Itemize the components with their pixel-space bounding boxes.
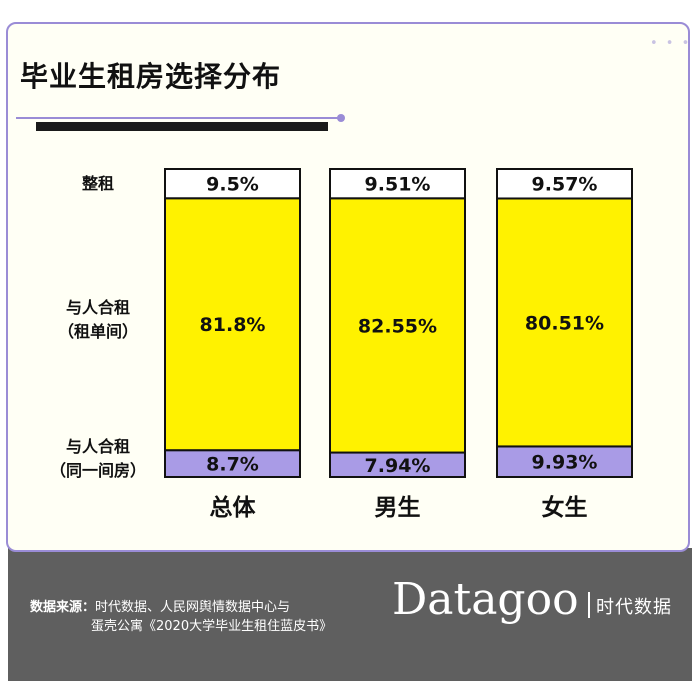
data-label-2-3: 80.51% <box>525 312 604 334</box>
data-label-3-2: 9.51% <box>365 174 431 196</box>
title-underline <box>16 117 338 119</box>
chart-title: 毕业生租房选择分布 <box>20 60 282 93</box>
row-label-shared-same-room: 与人合租 （同一间房） <box>49 437 146 480</box>
bar-segment-1-1 <box>164 449 301 479</box>
data-source-label: 数据来源： <box>30 600 96 615</box>
row-label-shared-single-room: 与人合租 （租单间） <box>57 298 138 341</box>
category-label-1: 总体 <box>210 494 257 521</box>
bar-segment-3-1 <box>164 168 301 200</box>
data-label-1-1: 8.7% <box>206 454 259 476</box>
bar-segment-2-1 <box>164 197 301 452</box>
data-label-1-3: 9.93% <box>532 452 598 474</box>
bar-segment-1-2 <box>329 451 466 479</box>
data-label-2-2: 82.55% <box>358 315 437 337</box>
data-label-1-2: 7.94% <box>365 455 431 477</box>
title-underbar <box>36 122 328 131</box>
brand-separator <box>588 592 590 618</box>
bar-segment-3-2 <box>329 168 466 200</box>
stacked-bar-chart: 8.7% 81.8% 9.5% 总体 7.94% 82.55% 9.51% 男生 9.93% 80… <box>164 168 633 521</box>
brand-logo: Datagoo <box>392 574 579 625</box>
data-source-line1: 时代数据、人民网舆情数据中心与 <box>95 600 291 615</box>
data-label-2-1: 81.8% <box>200 314 266 336</box>
decorative-dots: • • • <box>650 36 692 51</box>
bar-segment-1-3 <box>496 445 633 479</box>
title-underline-dot <box>337 114 345 122</box>
brand-name-cn: 时代数据 <box>596 597 672 618</box>
category-label-3: 女生 <box>542 494 588 521</box>
data-source-line2: 蛋壳公寓《2020大学毕业生租住蓝皮书》 <box>91 619 333 634</box>
data-source: 数据来源：时代数据、人民网舆情数据中心与 蛋壳公寓《2020大学毕业生租住蓝皮书… <box>30 598 370 636</box>
row-label-whole-rent: 整租 <box>81 174 114 193</box>
bar-segment-2-3 <box>496 197 633 448</box>
bar-segment-3-3 <box>496 168 633 200</box>
data-label-3-3: 9.57% <box>532 174 598 196</box>
footer-background <box>8 548 692 681</box>
data-label-3-1: 9.5% <box>206 174 259 196</box>
bar-segment-2-2 <box>329 197 466 454</box>
category-label-2: 男生 <box>375 495 421 521</box>
